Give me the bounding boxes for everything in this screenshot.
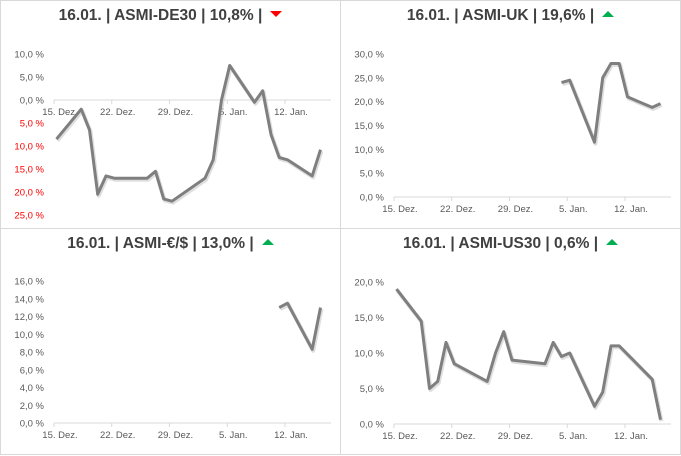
y-tick-label: 10,0 % [14, 142, 44, 153]
triangle-up-icon [261, 238, 274, 245]
triangle-up-icon [602, 10, 615, 17]
x-tick-label: 22. Dez. [440, 431, 475, 442]
series-line-shadow [395, 289, 664, 422]
x-tick-label: 5. Jan. [559, 204, 588, 215]
x-tick-label: 22. Dez. [100, 107, 135, 118]
y-tick-label: 8,0 % [20, 348, 45, 359]
y-tick-label: 20,0 % [354, 278, 384, 289]
triangle-up-icon [606, 238, 619, 245]
x-tick-label: 15. Dez. [42, 107, 77, 118]
x-tick-label: 29. Dez. [158, 107, 193, 118]
y-tick-label: 14,0 % [14, 294, 44, 305]
y-tick-label: 10,0 % [354, 145, 384, 156]
line-chart-eurusd: 16,0 % 14,0 % 12,0 % 10,0 % 8,0 % 6,0 % 4,0 % 2… [14, 277, 331, 441]
y-tick-label: 4,0 % [20, 383, 45, 394]
y-tick-label: 10,0 % [14, 50, 44, 61]
x-tick-label: 5. Jan. [219, 107, 248, 118]
y-tick-label: 5,0 % [360, 169, 385, 180]
x-tick-label: 15. Dez. [382, 204, 417, 215]
y-tick-label: 25,0 % [14, 211, 44, 222]
y-tick-label: 10,0 % [354, 349, 384, 360]
x-tick-label: 12. Jan. [614, 431, 648, 442]
y-tick-label: 20,0 % [14, 188, 44, 199]
y-tick-label: 5,0 % [20, 73, 45, 84]
y-tick-label: 15,0 % [14, 165, 44, 176]
y-tick-label: 5,0 % [360, 384, 385, 395]
panel-de30: 16.01. | ASMI-DE30 | 10,8% | 10,0 % 5,0 %… [0, 0, 341, 229]
series-line [55, 64, 322, 203]
x-tick-label: 29. Dez. [158, 430, 193, 441]
title-text: 16.01. | ASMI-DE30 | 10,8% | [58, 7, 263, 24]
x-tick-label: 12. Jan. [614, 204, 648, 215]
y-tick-label: 5,0 % [20, 119, 45, 130]
series-line [561, 62, 662, 144]
chart-title: 16.01. | ASMI-€/$ | 13,0% | [1, 235, 340, 253]
y-tick-label: 10,0 % [14, 330, 44, 341]
x-tick-label: 5. Jan. [559, 431, 588, 442]
x-tick-label: 15. Dez. [382, 431, 417, 442]
line-chart-de30: 10,0 % 5,0 % 0,0 % 5,0 % 10,0 % 15,0 % 20,0 % 2… [14, 50, 331, 222]
y-tick-label: 25,0 % [354, 73, 384, 84]
y-tick-label: 15,0 % [354, 121, 384, 132]
panel-eurusd: 16.01. | ASMI-€/$ | 13,0% | 16,0 % 14,0 %… [0, 228, 341, 455]
x-tick-label: 29. Dez. [498, 431, 533, 442]
series-line [395, 288, 662, 421]
y-tick-label: 0,0 % [360, 193, 385, 204]
y-tick-label: 16,0 % [14, 277, 44, 288]
line-chart-us30: 20,0 % 15,0 % 10,0 % 5,0 % 0,0 %15. Dez. 22. … [354, 278, 671, 442]
line-chart-uk: 30,0 % 25,0 % 20,0 % 15,0 % 10,0 % 5,0 % 0,0 %… [354, 50, 671, 215]
triangle-down-icon [270, 10, 283, 17]
chart-title: 16.01. | ASMI-DE30 | 10,8% | [1, 7, 340, 25]
y-tick-label: 15,0 % [354, 313, 384, 324]
y-tick-label: 2,0 % [20, 401, 45, 412]
chart-title: 16.01. | ASMI-UK | 19,6% | [341, 7, 680, 25]
y-tick-label: 6,0 % [20, 365, 45, 376]
y-tick-label: 0,0 % [360, 420, 385, 431]
panel-us30: 16.01. | ASMI-US30 | 0,6% | 20,0 % 15,0 %… [340, 228, 681, 455]
panel-uk: 16.01. | ASMI-UK | 19,6% | 30,0 % 25,0 % 2… [340, 0, 681, 229]
y-tick-label: 30,0 % [354, 50, 384, 61]
title-text: 16.01. | ASMI-US30 | 0,6% | [402, 235, 599, 252]
x-tick-label: 22. Dez. [440, 204, 475, 215]
x-tick-label: 12. Jan. [274, 430, 308, 441]
title-text: 16.01. | ASMI-€/$ | 13,0% | [67, 235, 254, 252]
x-tick-label: 15. Dez. [42, 430, 77, 441]
x-tick-label: 5. Jan. [219, 430, 248, 441]
y-tick-label: 0,0 % [20, 419, 45, 430]
chart-title: 16.01. | ASMI-US30 | 0,6% | [341, 235, 680, 253]
y-tick-label: 12,0 % [14, 312, 44, 323]
series-line [278, 301, 322, 351]
x-tick-label: 12. Jan. [274, 107, 308, 118]
y-tick-label: 20,0 % [354, 97, 384, 108]
x-tick-label: 22. Dez. [100, 430, 135, 441]
x-tick-label: 29. Dez. [498, 204, 533, 215]
title-text: 16.01. | ASMI-UK | 19,6% | [406, 7, 595, 24]
y-tick-label: 0,0 % [20, 96, 45, 107]
